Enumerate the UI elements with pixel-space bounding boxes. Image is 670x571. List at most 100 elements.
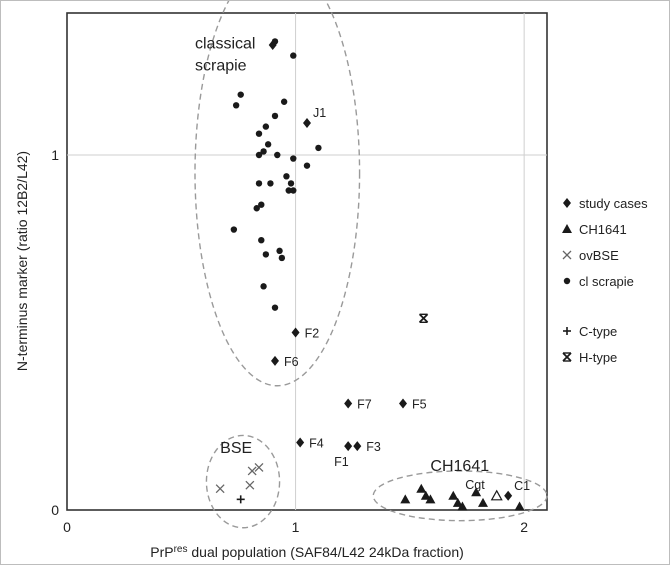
point-study-cases: [344, 441, 353, 452]
point-study-cases: [296, 437, 305, 448]
data-points: [215, 38, 525, 511]
point-cl-scrapie: [290, 155, 297, 162]
point-ovbse: [245, 480, 255, 490]
legend-label: H-type: [579, 350, 617, 365]
point-cl-scrapie: [315, 144, 322, 152]
point-study-cases: [303, 118, 311, 129]
point-cl-scrapie: [290, 187, 297, 194]
group-label: CH1641: [430, 458, 489, 475]
point-ch1641: [457, 501, 468, 511]
group-label: BSE: [220, 440, 252, 457]
point-ch1641: [400, 494, 411, 504]
point-ovbse: [247, 466, 257, 476]
point-cl-scrapie: [276, 247, 283, 255]
legend-marker: [562, 224, 572, 233]
legend-marker: [563, 198, 571, 208]
point-label: C1: [514, 479, 530, 493]
point-ch1641: [416, 483, 427, 493]
point-cgt: [490, 489, 503, 501]
point-cl-scrapie: [258, 237, 265, 244]
point-ovbse: [254, 462, 264, 472]
point-ch1641: [420, 490, 431, 500]
y-tick-label: 0: [51, 502, 59, 518]
point-label: F4: [309, 437, 324, 451]
point-cl-scrapie: [274, 151, 281, 159]
legend-label: cl scrapie: [579, 274, 634, 289]
point-study-cases: [344, 398, 353, 409]
point-ovbse: [215, 484, 225, 494]
group-ellipse: [372, 470, 548, 522]
group-annotations: classical scrapie BSE CH1641: [195, 36, 489, 475]
legend-label: C-type: [579, 324, 617, 339]
point-cl-scrapie: [271, 304, 279, 311]
group-ellipse: [205, 434, 281, 529]
point-cl-scrapie: [267, 180, 274, 187]
point-cl-scrapie: [303, 162, 311, 169]
point-study-cases: [291, 327, 300, 338]
point-cl-scrapie: [255, 130, 263, 137]
x-tick-label: 0: [63, 519, 71, 535]
group-ellipses: [194, 0, 548, 529]
point-label: J1: [313, 106, 326, 120]
legend-marker: [562, 352, 572, 362]
point-ch1641: [478, 497, 488, 507]
legend-label: CH1641: [579, 222, 627, 237]
point-cl-scrapie: [232, 102, 240, 109]
point-ch1641: [452, 497, 463, 507]
point-ch1641: [425, 494, 436, 504]
x-tick-label: 1: [292, 519, 300, 535]
point-label: F2: [305, 327, 320, 341]
legend-marker: [562, 250, 572, 260]
point-cl-scrapie: [237, 91, 244, 98]
point-cl-scrapie: [262, 251, 270, 258]
point-label: F6: [284, 355, 299, 369]
point-cl-scrapie: [255, 180, 263, 187]
point-cl-scrapie: [280, 98, 288, 105]
point-cl-scrapie: [262, 123, 270, 130]
legend-label: ovBSE: [579, 248, 619, 263]
point-label: F7: [357, 398, 372, 412]
point-cl-scrapie: [260, 283, 267, 290]
point-label: Cgt: [465, 478, 485, 492]
point-cl-scrapie: [255, 151, 263, 159]
legend-label: study cases: [579, 196, 648, 211]
point-label: F3: [366, 440, 381, 454]
legend-marker: [563, 327, 571, 335]
plot-frame: [66, 12, 548, 511]
y-axis-title: N-terminus marker (ratio 12B2/L42): [14, 151, 30, 371]
point-study-cases: [353, 441, 362, 452]
x-tick-label: 2: [520, 519, 528, 535]
point-c-type: [236, 495, 245, 504]
point-study-cases: [271, 355, 279, 366]
point-cl-scrapie: [230, 226, 238, 233]
point-cl-scrapie: [271, 38, 279, 45]
point-cl-scrapie: [283, 173, 290, 180]
legend-marker: [563, 277, 571, 285]
point-label: F1: [334, 455, 349, 469]
point-study-cases: [399, 398, 407, 409]
point-cl-scrapie: [278, 254, 286, 262]
point-cl-scrapie: [260, 148, 267, 155]
group-ellipse: [194, 0, 361, 387]
point-h-type: [418, 313, 429, 323]
x-axis-title: PrPres dual population (SAF84/L42 24kDa …: [150, 544, 464, 560]
point-cl-scrapie: [287, 180, 295, 187]
point-cl-scrapie: [264, 141, 272, 148]
point-label: F5: [412, 398, 427, 412]
axis-ticks: 0 1 2 0 1: [51, 147, 528, 535]
point-labels: J1 F2 F6 F7 F5 F4 F1 F3 C1 Cgt: [284, 106, 530, 493]
y-tick-label: 1: [51, 147, 59, 163]
point-ch1641: [471, 487, 482, 497]
legend: study cases CH1641 ovBSE cl scrapie C-type H-…: [562, 196, 648, 365]
point-ch1641: [448, 490, 459, 500]
point-cl-scrapie: [258, 201, 265, 208]
group-label: classical scrapie: [195, 36, 255, 75]
point-cl-scrapie: [253, 205, 260, 212]
point-cl-scrapie: [290, 52, 297, 59]
point-study-cases: [504, 490, 513, 501]
point-ch1641: [514, 501, 525, 511]
point-cl-scrapie: [271, 112, 279, 120]
gridlines: [67, 13, 547, 510]
